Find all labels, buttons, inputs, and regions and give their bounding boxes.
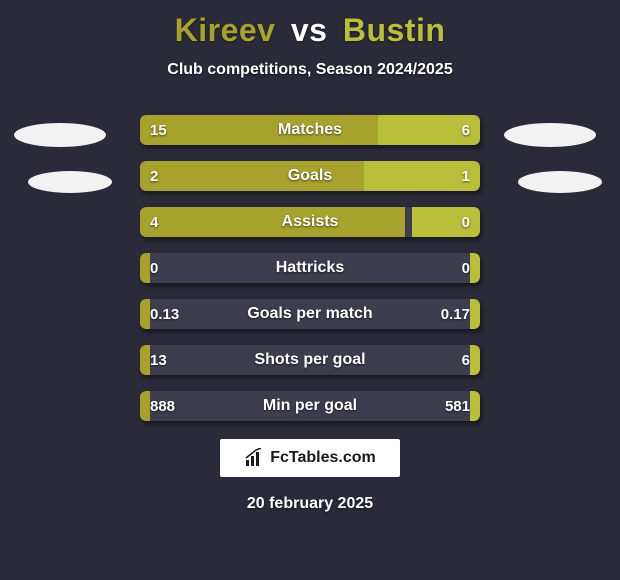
stat-fill-right [470, 345, 480, 375]
decorative-oval [14, 123, 106, 147]
decorative-oval [504, 123, 596, 147]
vs-separator: vs [291, 12, 328, 48]
stat-row: 0.13 0.17Goals per match [140, 299, 480, 329]
stat-row: 156Matches [140, 115, 480, 145]
stat-value-right: 6 [462, 345, 470, 375]
decorative-oval [28, 171, 112, 193]
player2-name: Bustin [343, 12, 446, 48]
stat-row: 13 6Shots per goal [140, 345, 480, 375]
stat-row: 0 0Hattricks [140, 253, 480, 283]
stat-row: 888 581Min per goal [140, 391, 480, 421]
chart-area: 156Matches 21Goals 40Assists 0 0Hattricks 0.1… [0, 115, 620, 421]
stat-fill-right [412, 207, 480, 237]
stat-fill-left [140, 345, 150, 375]
stat-value-left: 888 [150, 391, 175, 421]
player1-name: Kireev [175, 12, 276, 48]
footer-badge: FcTables.com [220, 439, 400, 477]
comparison-title: Kireev vs Bustin [0, 0, 620, 49]
stat-value-left: 0.13 [150, 299, 179, 329]
stat-label: Goals per match [140, 299, 480, 329]
stat-fill-left [140, 115, 378, 145]
stat-value-left: 0 [150, 253, 158, 283]
subtitle: Club competitions, Season 2024/2025 [0, 61, 620, 79]
stat-fill-left [140, 391, 150, 421]
stat-label: Shots per goal [140, 345, 480, 375]
stat-value-left: 13 [150, 345, 167, 375]
stat-fill-right [364, 161, 480, 191]
stat-label: Min per goal [140, 391, 480, 421]
stat-fill-left [140, 253, 150, 283]
stat-fill-left [140, 161, 364, 191]
stat-fill-left [140, 299, 150, 329]
stat-row: 40Assists [140, 207, 480, 237]
stat-value-right: 581 [445, 391, 470, 421]
stat-row: 21Goals [140, 161, 480, 191]
stat-fill-right [378, 115, 480, 145]
stat-label: Hattricks [140, 253, 480, 283]
stat-value-right: 0.17 [441, 299, 470, 329]
decorative-oval [518, 171, 602, 193]
stat-fill-left [140, 207, 405, 237]
stat-fill-right [470, 299, 480, 329]
stat-value-right: 0 [462, 253, 470, 283]
footer-date: 20 february 2025 [0, 495, 620, 513]
stat-fill-right [470, 253, 480, 283]
stat-fill-right [470, 391, 480, 421]
fctables-logo-icon [244, 448, 264, 468]
brand-text: FcTables.com [270, 449, 376, 467]
